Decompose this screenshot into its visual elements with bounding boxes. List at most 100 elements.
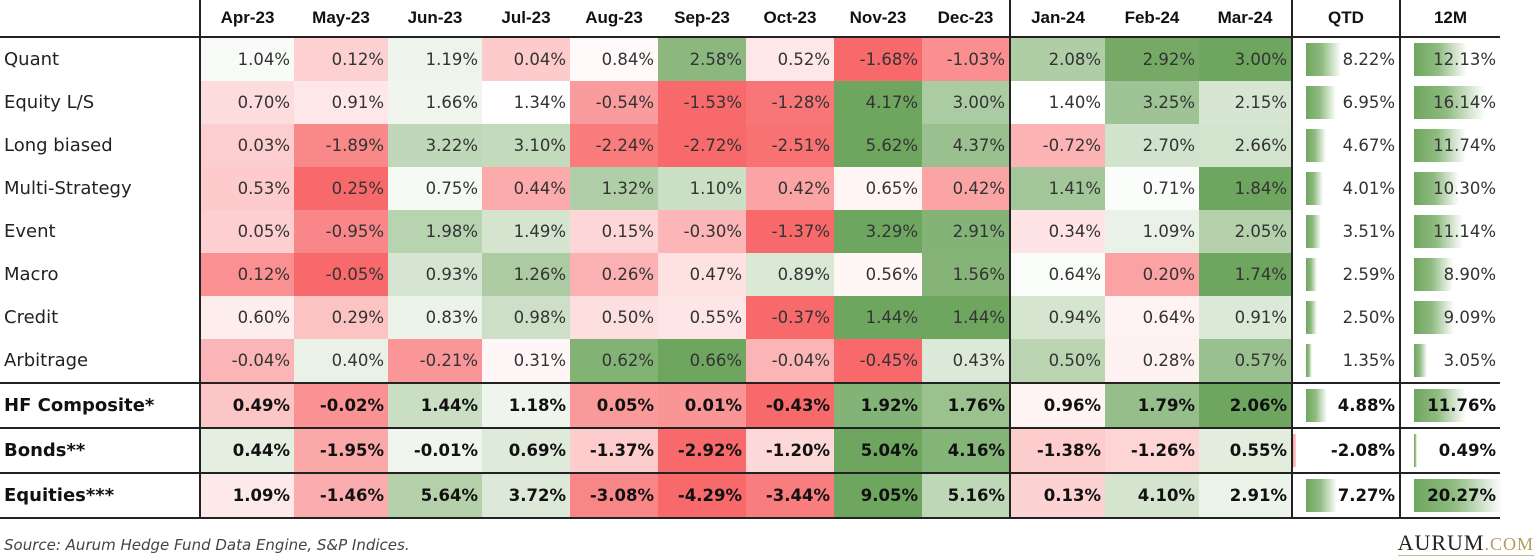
qtd-cell: 7.27%: [1291, 472, 1400, 519]
returns-table: Apr-23 May-23 Jun-23 Jul-23 Aug-23 Sep-23 Oct-…: [0, 0, 1503, 519]
return-cell: 0.50%: [570, 296, 658, 339]
return-cell: 1.40%: [1009, 81, 1105, 124]
table-row: Equity L/S 0.70% 0.91% 1.66% 1.34% -0.54% -1.5…: [0, 81, 1500, 124]
return-cell: 1.34%: [482, 81, 570, 124]
return-cell: 1.18%: [482, 382, 570, 428]
12m-cell: 11.74%: [1399, 124, 1500, 167]
source-note: Source: Aurum Hedge Fund Data Engine, S&…: [4, 536, 410, 554]
return-cell: 1.74%: [1199, 253, 1292, 296]
return-cell: -0.95%: [294, 210, 388, 253]
return-cell: -0.04%: [746, 339, 834, 383]
column-header-sep-23: Sep-23: [658, 0, 746, 38]
return-cell: 2.70%: [1105, 124, 1199, 167]
column-header-jan-24: Jan-24: [1009, 0, 1105, 38]
return-cell: 4.17%: [834, 81, 922, 124]
return-cell: 1.09%: [200, 472, 294, 519]
data-bar: [1293, 434, 1296, 467]
return-cell: 3.00%: [1199, 37, 1292, 81]
return-cell: 0.64%: [1105, 296, 1199, 339]
return-cell: 0.42%: [746, 167, 834, 210]
return-cell: -1.03%: [922, 37, 1010, 81]
return-cell: -1.20%: [746, 427, 834, 473]
return-cell: 0.42%: [922, 167, 1010, 210]
12m-cell: 0.49%: [1399, 427, 1500, 473]
return-cell: 1.79%: [1105, 382, 1199, 428]
data-bar: [1306, 344, 1312, 377]
return-cell: 2.91%: [922, 210, 1010, 253]
return-cell: 1.04%: [200, 37, 294, 81]
return-cell: 1.66%: [388, 81, 482, 124]
12m-cell: 8.90%: [1399, 253, 1500, 296]
return-cell: -0.02%: [294, 382, 388, 428]
12m-cell: 3.05%: [1399, 339, 1500, 383]
return-cell: 0.43%: [922, 339, 1010, 383]
return-cell: -2.92%: [658, 427, 746, 473]
12m-cell: 16.14%: [1399, 81, 1500, 124]
return-cell: 0.44%: [482, 167, 570, 210]
qtd-cell: 4.01%: [1291, 167, 1400, 210]
data-bar: [1414, 86, 1485, 119]
qtd-cell: 4.88%: [1291, 382, 1400, 428]
return-cell: 4.16%: [922, 427, 1010, 473]
return-cell: -1.37%: [746, 210, 834, 253]
row-label: Event: [0, 210, 201, 253]
data-bar: [1306, 172, 1323, 205]
return-cell: 1.44%: [922, 296, 1010, 339]
return-cell: -0.01%: [388, 427, 482, 473]
qtd-cell: 6.95%: [1291, 81, 1400, 124]
qtd-cell: -2.08%: [1291, 427, 1400, 473]
return-cell: 2.91%: [1199, 472, 1292, 519]
return-cell: 0.26%: [570, 253, 658, 296]
return-cell: 3.25%: [1105, 81, 1199, 124]
return-cell: 0.89%: [746, 253, 834, 296]
return-cell: 2.66%: [1199, 124, 1292, 167]
data-bar: [1306, 129, 1326, 162]
column-header-feb-24: Feb-24: [1105, 0, 1199, 38]
table-row: Credit 0.60% 0.29% 0.83% 0.98% 0.50% 0.55% -0.3…: [0, 296, 1500, 339]
return-cell: 0.64%: [1009, 253, 1105, 296]
column-header-jul-23: Jul-23: [482, 0, 570, 38]
header-row: Apr-23 May-23 Jun-23 Jul-23 Aug-23 Sep-23 Oct-…: [0, 0, 1500, 38]
return-cell: 0.15%: [570, 210, 658, 253]
12m-cell: 10.30%: [1399, 167, 1500, 210]
row-label: Multi-Strategy: [0, 167, 201, 210]
row-label: Credit: [0, 296, 201, 339]
return-cell: 1.44%: [834, 296, 922, 339]
data-bar: [1414, 129, 1466, 162]
return-cell: 3.22%: [388, 124, 482, 167]
return-cell: 0.56%: [834, 253, 922, 296]
return-cell: 0.50%: [1009, 339, 1105, 383]
table-row: Macro 0.12% -0.05% 0.93% 1.26% 0.26% 0.47% 0.89…: [0, 253, 1500, 296]
row-label: Bonds**: [0, 427, 201, 473]
return-cell: 0.34%: [1009, 210, 1105, 253]
return-cell: 0.44%: [200, 427, 294, 473]
return-cell: -1.28%: [746, 81, 834, 124]
qtd-cell: 4.67%: [1291, 124, 1400, 167]
return-cell: 5.04%: [834, 427, 922, 473]
return-cell: -1.46%: [294, 472, 388, 519]
return-cell: -0.37%: [746, 296, 834, 339]
return-cell: 0.66%: [658, 339, 746, 383]
return-cell: 1.26%: [482, 253, 570, 296]
qtd-cell: 2.59%: [1291, 253, 1400, 296]
brand-logo: AURUM.COM: [1397, 532, 1534, 556]
table-row: HF Composite* 0.49% -0.02% 1.44% 1.18% 0.05% 0…: [0, 382, 1500, 428]
return-cell: 0.29%: [294, 296, 388, 339]
return-cell: 2.06%: [1199, 382, 1292, 428]
data-bar: [1306, 86, 1336, 119]
return-cell: -1.68%: [834, 37, 922, 81]
return-cell: -1.89%: [294, 124, 388, 167]
column-header-dec-23: Dec-23: [922, 0, 1010, 38]
column-header-12m: 12M: [1399, 0, 1500, 38]
return-cell: 0.05%: [200, 210, 294, 253]
return-cell: 0.91%: [294, 81, 388, 124]
return-cell: -1.53%: [658, 81, 746, 124]
column-header-aug-23: Aug-23: [570, 0, 658, 38]
return-cell: -0.72%: [1009, 124, 1105, 167]
return-cell: 0.12%: [200, 253, 294, 296]
data-bar: [1414, 301, 1454, 334]
return-cell: -1.37%: [570, 427, 658, 473]
row-label: HF Composite*: [0, 382, 201, 428]
data-bar: [1414, 479, 1503, 512]
row-label: Quant: [0, 37, 201, 81]
